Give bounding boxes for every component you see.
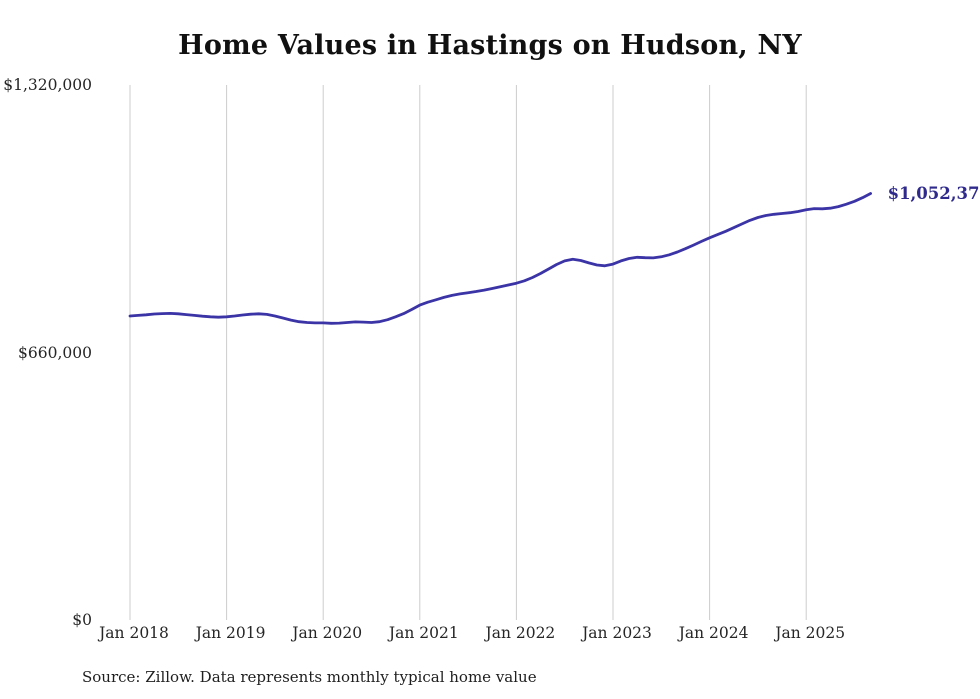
x-axis-tick-label: Jan 2022 (485, 624, 556, 642)
x-axis-tick-label: Jan 2019 (195, 624, 266, 642)
x-axis-tick-label: Jan 2024 (678, 624, 749, 642)
y-axis-tick-label: $1,320,000 (3, 76, 92, 94)
source-note: Source: Zillow. Data represents monthly … (82, 668, 537, 686)
x-axis-tick-label: Jan 2021 (388, 624, 459, 642)
x-axis-tick-label: Jan 2020 (292, 624, 363, 642)
x-axis-tick-label: Jan 2018 (99, 624, 169, 642)
x-axis-tick-label: Jan 2025 (775, 624, 846, 642)
chart-title: Home Values in Hastings on Hudson, NY (178, 30, 802, 61)
end-value-label: $1,052,379 (887, 184, 980, 204)
y-axis-tick-label: $0 (72, 611, 92, 629)
home-value-line (128, 192, 872, 325)
y-axis-tick-label: $660,000 (18, 343, 92, 362)
x-axis-tick-label: Jan 2023 (582, 624, 652, 642)
